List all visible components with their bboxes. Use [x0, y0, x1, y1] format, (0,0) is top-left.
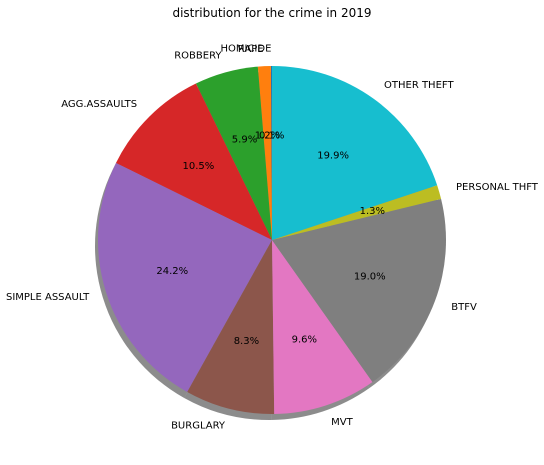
slice-label-btfv: BTFV: [451, 302, 477, 313]
percent-label-agg-assaults: 10.5%: [183, 161, 215, 172]
slice-label-personal-thft: PERSONAL THFT: [456, 182, 539, 193]
percent-label-simple-assault: 24.2%: [156, 266, 188, 277]
slice-label-agg-assaults: AGG.ASSAULTS: [61, 99, 137, 110]
percent-label-rape: 1.2%: [255, 131, 280, 142]
slice-label-rape: RAPE: [238, 44, 264, 55]
percent-label-robbery: 5.9%: [232, 134, 257, 145]
slice-label-other-theft: OTHER THEFT: [384, 80, 454, 91]
slice-label-simple-assault: SIMPLE ASSAULT: [6, 292, 90, 303]
slice-label-mvt: MVT: [331, 417, 353, 428]
chart-title: distribution for the crime in 2019: [172, 6, 371, 20]
percent-label-btfv: 19.0%: [354, 272, 386, 283]
percent-label-mvt: 9.6%: [292, 334, 317, 345]
slice-label-burglary: BURGLARY: [171, 421, 226, 432]
percent-label-other-theft: 19.9%: [317, 150, 349, 161]
percent-label-burglary: 8.3%: [234, 336, 259, 347]
slice-label-robbery: ROBBERY: [174, 50, 222, 61]
pie-slices: [98, 66, 446, 414]
percent-label-personal-thft: 1.3%: [360, 206, 385, 217]
